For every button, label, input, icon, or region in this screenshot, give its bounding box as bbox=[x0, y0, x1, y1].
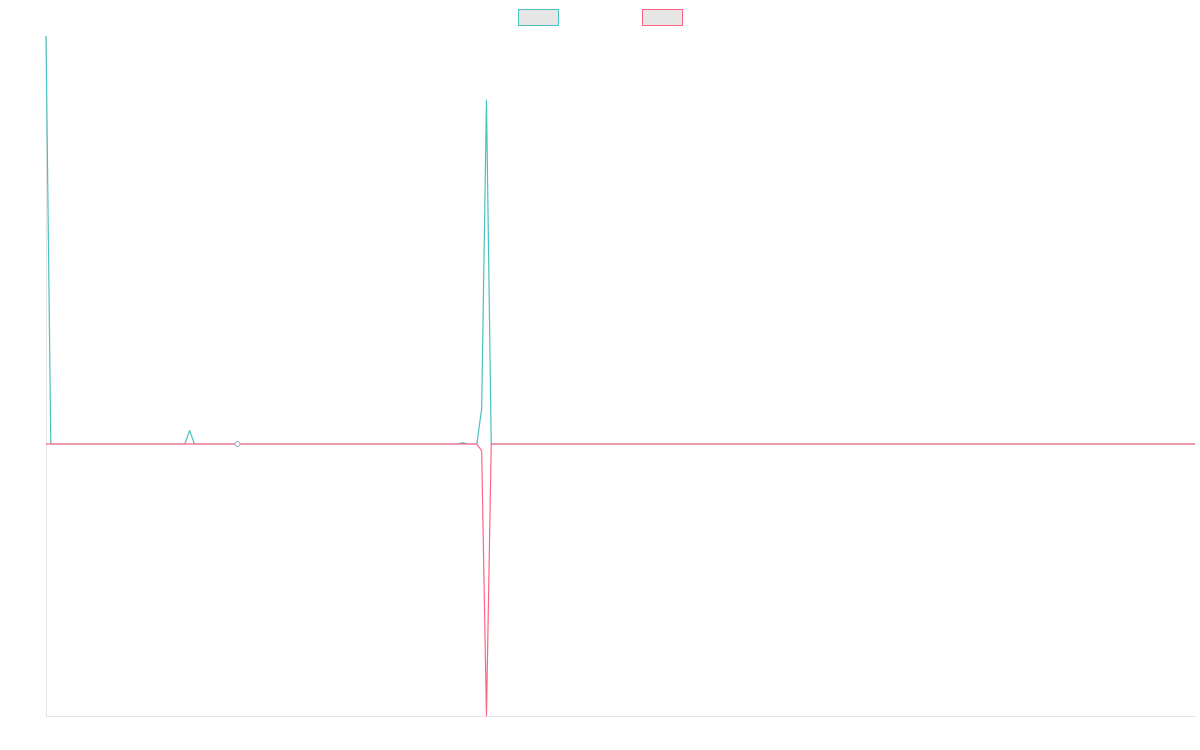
legend-swatch bbox=[642, 9, 683, 26]
point-marker bbox=[234, 441, 241, 447]
legend-swatch bbox=[518, 9, 559, 26]
series-line bbox=[45, 35, 1195, 445]
series-line bbox=[46, 443, 1195, 717]
